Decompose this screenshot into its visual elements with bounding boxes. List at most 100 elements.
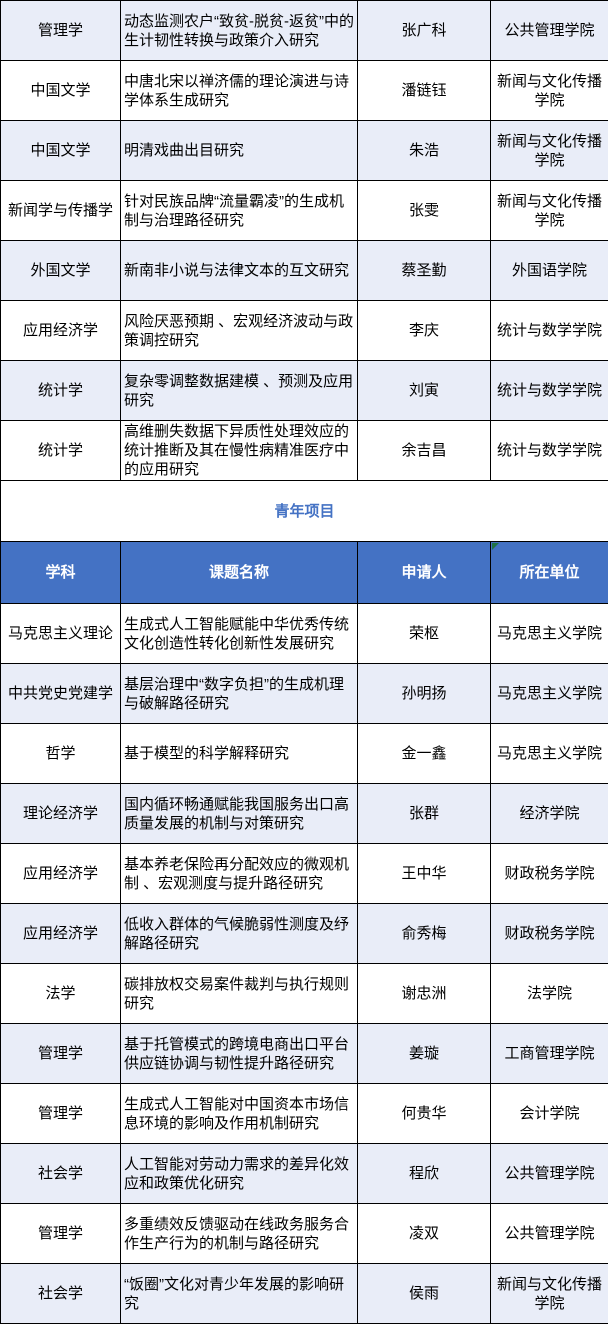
cell-applicant: 朱浩: [358, 121, 491, 181]
cell-applicant: 余吉昌: [358, 421, 491, 481]
cell-discipline: 外国文学: [1, 241, 121, 301]
cell-applicant: 程欣: [358, 1144, 491, 1204]
cell-unit: 统计与数学学院: [491, 361, 608, 421]
cell-discipline: 社会学: [1, 1144, 121, 1204]
cell-applicant: 俞秀梅: [358, 904, 491, 964]
cell-applicant: 张群: [358, 784, 491, 844]
cell-unit: 外国语学院: [491, 241, 608, 301]
cell-applicant: 蔡圣勤: [358, 241, 491, 301]
upper-table-body: 管理学 动态监测农户“致贫-脱贫-返贫”中的生计韧性转换与政策介入研究 张广科 …: [1, 1, 608, 481]
cell-applicant: 张雯: [358, 181, 491, 241]
cell-unit: 新闻与文化传播学院: [491, 181, 608, 241]
table-row: 统计学 高维删失数据下异质性处理效应的统计推断及其在慢性病精准医疗中的应用研究 …: [1, 421, 608, 481]
cell-project-title: 基层治理中“数字负担”的生成机理与破解路径研究: [121, 664, 358, 724]
cell-unit: 会计学院: [491, 1084, 608, 1144]
cell-project-title: 复杂零调整数据建模 、预测及应用研究: [121, 361, 358, 421]
section-title-youth-projects: 青年项目: [1, 481, 608, 542]
cell-note-flag-icon: [492, 543, 499, 550]
table-row: 理论经济学 国内循环畅通赋能我国服务出口高质量发展的机制与对策研究 张群 经济学…: [1, 784, 608, 844]
cell-discipline: 中国文学: [1, 121, 121, 181]
cell-discipline: 应用经济学: [1, 301, 121, 361]
youth-table-header-row: 学科 课题名称 申请人 所在单位: [1, 542, 608, 604]
table-row: 管理学 生成式人工智能对中国资本市场信息环境的影响及作用机制研究 何贵华 会计学…: [1, 1084, 608, 1144]
cell-unit: 公共管理学院: [491, 1144, 608, 1204]
cell-project-title: 风险厌恶预期 、宏观经济波动与政策调控研究: [121, 301, 358, 361]
cell-applicant: 张广科: [358, 1, 491, 61]
cell-project-title: 基于模型的科学解释研究: [121, 724, 358, 784]
table-row: 应用经济学 风险厌恶预期 、宏观经济波动与政策调控研究 李庆 统计与数学学院: [1, 301, 608, 361]
cell-applicant: 凌双: [358, 1204, 491, 1264]
cell-applicant: 刘寅: [358, 361, 491, 421]
table-row: 新闻学与传播学 针对民族品牌“流量霸凌”的生成机制与治理路径研究 张雯 新闻与文…: [1, 181, 608, 241]
cell-unit: 统计与数学学院: [491, 421, 608, 481]
cell-unit: 马克思主义学院: [491, 664, 608, 724]
cell-project-title: 生成式人工智能对中国资本市场信息环境的影响及作用机制研究: [121, 1084, 358, 1144]
cell-discipline: 管理学: [1, 1024, 121, 1084]
table-row: 社会学 人工智能对劳动力需求的差异化效应和政策优化研究 程欣 公共管理学院: [1, 1144, 608, 1204]
cell-discipline: 社会学: [1, 1264, 121, 1324]
cell-project-title: 明清戏曲出目研究: [121, 121, 358, 181]
cell-discipline: 管理学: [1, 1, 121, 61]
column-header-unit: 所在单位: [491, 542, 608, 604]
cell-discipline: 法学: [1, 964, 121, 1024]
cell-applicant: 金一鑫: [358, 724, 491, 784]
cell-discipline: 管理学: [1, 1204, 121, 1264]
cell-applicant: 姜璇: [358, 1024, 491, 1084]
cell-discipline: 马克思主义理论: [1, 604, 121, 664]
cell-discipline: 应用经济学: [1, 844, 121, 904]
table-row: 马克思主义理论 生成式人工智能赋能中华优秀传统文化创造性转化创新性发展研究 荣枢…: [1, 604, 608, 664]
cell-unit: 财政税务学院: [491, 904, 608, 964]
cell-unit: 新闻与文化传播学院: [491, 1264, 608, 1324]
cell-unit: 马克思主义学院: [491, 604, 608, 664]
cell-applicant: 王中华: [358, 844, 491, 904]
column-header-applicant: 申请人: [358, 542, 491, 604]
table-row: 社会学 “饭圈”文化对青少年发展的影响研究 侯雨 新闻与文化传播学院: [1, 1264, 608, 1324]
cell-project-title: “饭圈”文化对青少年发展的影响研究: [121, 1264, 358, 1324]
cell-discipline: 统计学: [1, 421, 121, 481]
cell-project-title: 新南非小说与法律文本的互文研究: [121, 241, 358, 301]
cell-project-title: 针对民族品牌“流量霸凌”的生成机制与治理路径研究: [121, 181, 358, 241]
cell-unit: 公共管理学院: [491, 1204, 608, 1264]
table-row: 管理学 基于托管模式的跨境电商出口平台供应链协调与韧性提升路径研究 姜璇 工商管…: [1, 1024, 608, 1084]
cell-discipline: 应用经济学: [1, 904, 121, 964]
cell-project-title: 基本养老保险再分配效应的微观机制 、宏观测度与提升路径研究: [121, 844, 358, 904]
table-row: 外国文学 新南非小说与法律文本的互文研究 蔡圣勤 外国语学院: [1, 241, 608, 301]
table-row: 统计学 复杂零调整数据建模 、预测及应用研究 刘寅 统计与数学学院: [1, 361, 608, 421]
table-row: 中国文学 中唐北宋以禅济儒的理论演进与诗学体系生成研究 潘链钰 新闻与文化传播学…: [1, 61, 608, 121]
table-row: 中共党史党建学 基层治理中“数字负担”的生成机理与破解路径研究 孙明扬 马克思主…: [1, 664, 608, 724]
cell-unit: 经济学院: [491, 784, 608, 844]
table-row: 管理学 动态监测农户“致贫-脱贫-返贫”中的生计韧性转换与政策介入研究 张广科 …: [1, 1, 608, 61]
cell-project-title: 碳排放权交易案件裁判与执行规则研究: [121, 964, 358, 1024]
section-banner-row: 青年项目: [1, 481, 608, 542]
cell-project-title: 低收入群体的气候脆弱性测度及纾解路径研究: [121, 904, 358, 964]
cell-unit: 法学院: [491, 964, 608, 1024]
table-row: 法学 碳排放权交易案件裁判与执行规则研究 谢忠洲 法学院: [1, 964, 608, 1024]
column-header-project-title: 课题名称: [121, 542, 358, 604]
cell-project-title: 人工智能对劳动力需求的差异化效应和政策优化研究: [121, 1144, 358, 1204]
cell-unit: 公共管理学院: [491, 1, 608, 61]
cell-unit: 工商管理学院: [491, 1024, 608, 1084]
cell-applicant: 荣枢: [358, 604, 491, 664]
cell-applicant: 孙明扬: [358, 664, 491, 724]
table-row: 应用经济学 基本养老保险再分配效应的微观机制 、宏观测度与提升路径研究 王中华 …: [1, 844, 608, 904]
cell-unit: 新闻与文化传播学院: [491, 61, 608, 121]
cell-unit: 财政税务学院: [491, 844, 608, 904]
cell-discipline: 理论经济学: [1, 784, 121, 844]
cell-project-title: 中唐北宋以禅济儒的理论演进与诗学体系生成研究: [121, 61, 358, 121]
cell-unit: 马克思主义学院: [491, 724, 608, 784]
cell-project-title: 动态监测农户“致贫-脱贫-返贫”中的生计韧性转换与政策介入研究: [121, 1, 358, 61]
table-row: 应用经济学 低收入群体的气候脆弱性测度及纾解路径研究 俞秀梅 财政税务学院: [1, 904, 608, 964]
cell-project-title: 国内循环畅通赋能我国服务出口高质量发展的机制与对策研究: [121, 784, 358, 844]
cell-unit: 新闻与文化传播学院: [491, 121, 608, 181]
cell-applicant: 李庆: [358, 301, 491, 361]
column-header-unit-label: 所在单位: [519, 564, 579, 581]
table-row: 中国文学 明清戏曲出目研究 朱浩 新闻与文化传播学院: [1, 121, 608, 181]
cell-discipline: 统计学: [1, 361, 121, 421]
cell-discipline: 新闻学与传播学: [1, 181, 121, 241]
cell-discipline: 中国文学: [1, 61, 121, 121]
cell-discipline: 管理学: [1, 1084, 121, 1144]
cell-discipline: 哲学: [1, 724, 121, 784]
cell-applicant: 侯雨: [358, 1264, 491, 1324]
table-row: 哲学 基于模型的科学解释研究 金一鑫 马克思主义学院: [1, 724, 608, 784]
